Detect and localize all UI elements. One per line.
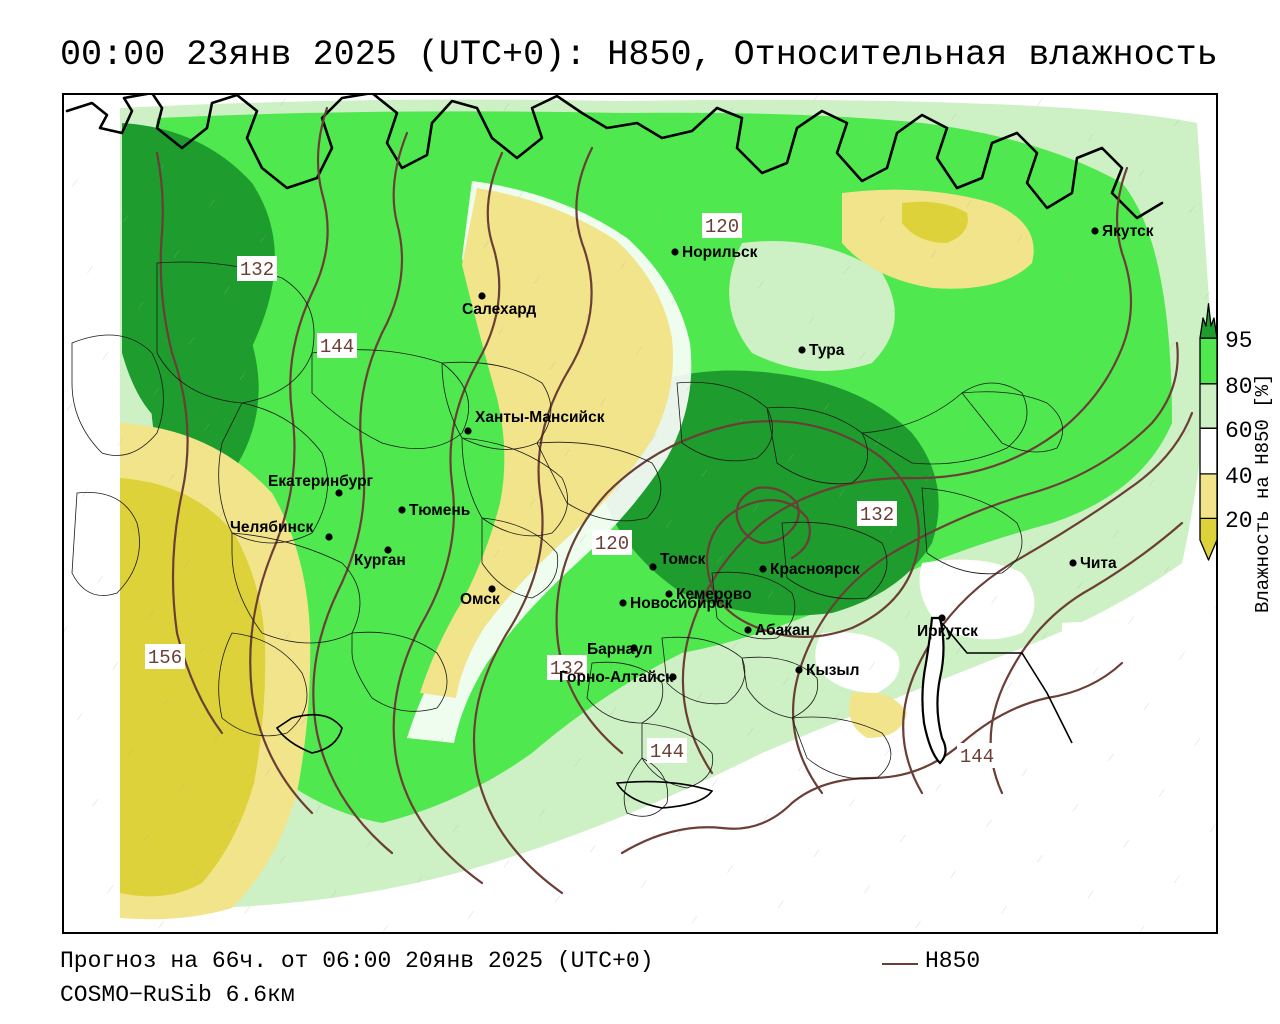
- svg-text:Томск: Томск: [660, 551, 706, 568]
- svg-text:144: 144: [649, 741, 683, 763]
- svg-text:Омск: Омск: [460, 591, 500, 608]
- svg-text:Курган: Курган: [354, 552, 406, 569]
- svg-text:Горно-Алтайск: Горно-Алтайск: [559, 669, 673, 686]
- svg-text:Салехард: Салехард: [462, 301, 536, 318]
- svg-text:Ханты-Мансийск: Ханты-Мансийск: [475, 409, 605, 426]
- svg-text:Норильск: Норильск: [682, 244, 758, 261]
- svg-text:Челябинск: Челябинск: [230, 519, 313, 536]
- svg-text:Кемерово: Кемерово: [676, 586, 752, 603]
- svg-text:Красноярск: Красноярск: [770, 561, 860, 578]
- svg-text:Якутск: Якутск: [1102, 223, 1154, 240]
- svg-text:Екатеринбург: Екатеринбург: [268, 473, 374, 490]
- svg-text:Иркутск: Иркутск: [917, 623, 978, 640]
- svg-text:Чита: Чита: [1080, 555, 1117, 572]
- svg-text:Барнаул: Барнаул: [587, 641, 652, 658]
- svg-text:Абакан: Абакан: [755, 622, 810, 639]
- svg-text:Кызыл: Кызыл: [806, 662, 860, 679]
- svg-text:120: 120: [594, 533, 628, 555]
- svg-text:132: 132: [859, 504, 893, 526]
- svg-text:144: 144: [319, 336, 353, 358]
- svg-text:132: 132: [239, 259, 273, 281]
- svg-text:120: 120: [704, 216, 738, 238]
- svg-text:156: 156: [147, 647, 181, 669]
- svg-text:Тура: Тура: [809, 342, 845, 359]
- svg-text:Тюмень: Тюмень: [409, 502, 470, 519]
- svg-text:144: 144: [959, 746, 993, 768]
